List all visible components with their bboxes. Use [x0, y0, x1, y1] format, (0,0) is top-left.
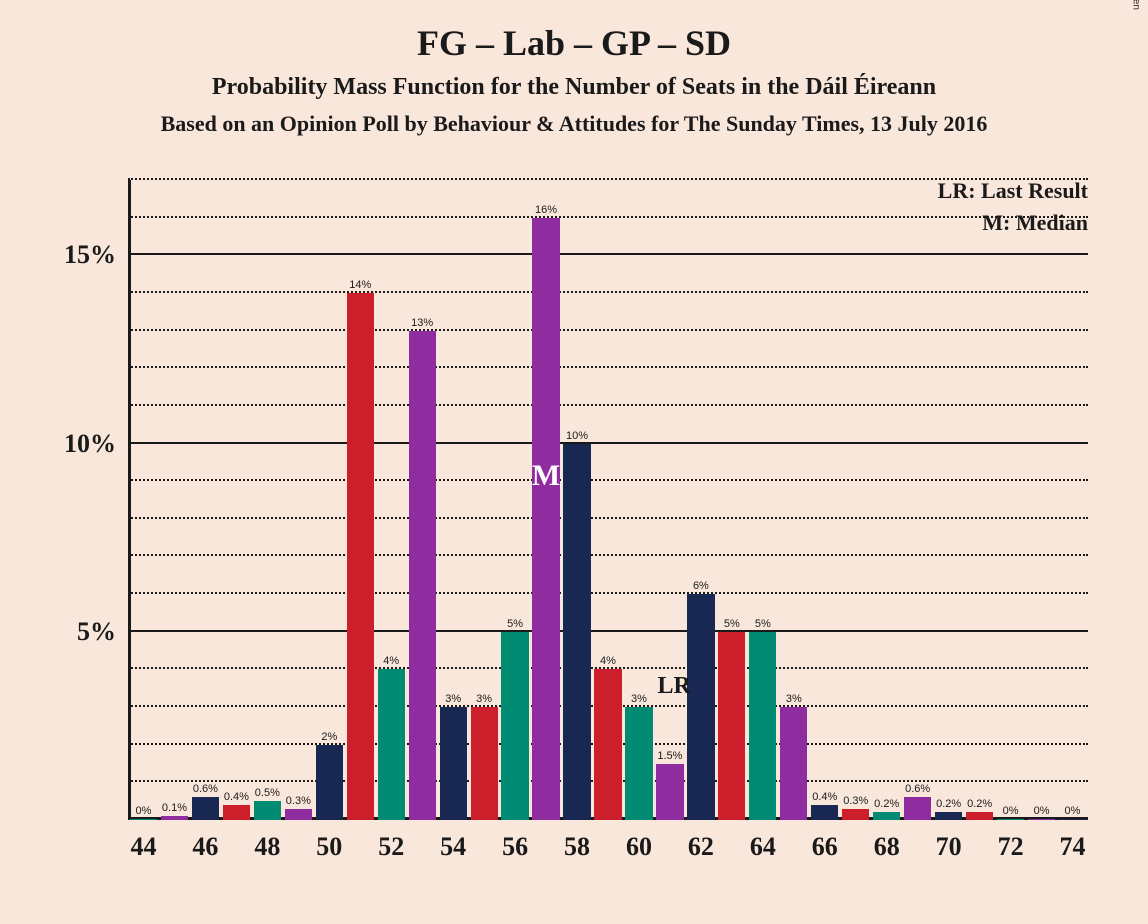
bar-value-label: 5%: [507, 618, 523, 630]
bar: 3%: [625, 707, 652, 820]
bar: 0.4%: [223, 805, 250, 820]
bar: 0.3%: [285, 809, 312, 820]
bar-value-label: 6%: [693, 580, 709, 592]
bar-value-label: 0%: [1065, 805, 1081, 817]
bar-value-label: 0.4%: [812, 791, 837, 803]
chart-subtitle-1: Probability Mass Function for the Number…: [0, 74, 1148, 101]
bar-value-label: 4%: [383, 655, 399, 667]
y-tick-label: 5%: [77, 617, 116, 647]
bar: 3%: [780, 707, 807, 820]
x-tick-label: 58: [564, 832, 590, 862]
bar-value-label: 4%: [600, 655, 616, 667]
bar: 13%: [409, 331, 436, 820]
bar-value-label: 13%: [411, 317, 433, 329]
bars: 0%0.1%0.6%0.4%0.5%0.3%2%14%4%13%3%3%5%16…: [128, 180, 1088, 820]
x-tick-label: 64: [750, 832, 776, 862]
bar: 0.5%: [254, 801, 281, 820]
bar-value-label: 5%: [724, 618, 740, 630]
x-tick-label: 70: [936, 832, 962, 862]
bar: 0%: [997, 819, 1024, 820]
bar-value-label: 2%: [321, 731, 337, 743]
bar: 0%: [1059, 819, 1086, 820]
bar: 16%M: [532, 218, 559, 820]
bar-value-label: 0.6%: [905, 783, 930, 795]
x-tick-label: 48: [254, 832, 280, 862]
x-tick-label: 72: [998, 832, 1024, 862]
bar: 0.6%: [192, 797, 219, 820]
x-tick-label: 68: [874, 832, 900, 862]
title-block: FG – Lab – GP – SD Probability Mass Func…: [0, 0, 1148, 137]
bar-value-label: 3%: [445, 693, 461, 705]
bar: 5%: [501, 632, 528, 820]
bar: 0.3%: [842, 809, 869, 820]
bar-value-label: 3%: [786, 693, 802, 705]
y-tick-label: 15%: [64, 240, 116, 270]
bar-value-label: 0%: [136, 805, 152, 817]
bar-value-label: 5%: [755, 618, 771, 630]
bar: 0.4%: [811, 805, 838, 820]
bar-value-label: 0.3%: [843, 795, 868, 807]
bar: 5%: [749, 632, 776, 820]
chart-subtitle-2: Based on an Opinion Poll by Behaviour & …: [0, 111, 1148, 137]
bar-value-label: 3%: [631, 693, 647, 705]
bar-value-label: 0.1%: [162, 802, 187, 814]
x-tick-label: 52: [378, 832, 404, 862]
x-tick-label: 54: [440, 832, 466, 862]
bar: 14%: [347, 293, 374, 820]
bar: 0%: [1028, 819, 1055, 820]
x-tick-label: 50: [316, 832, 342, 862]
bar-value-label: 0%: [1003, 805, 1019, 817]
bar: 0.6%: [904, 797, 931, 820]
bar: 0.1%: [161, 816, 188, 820]
x-tick-label: 46: [192, 832, 218, 862]
bar: 2%: [316, 745, 343, 820]
chart-container: © 2020 Filip van Laenen FG – Lab – GP – …: [0, 0, 1148, 924]
x-tick-label: 74: [1060, 832, 1086, 862]
x-tick-label: 62: [688, 832, 714, 862]
bar-value-label: 0.2%: [936, 798, 961, 810]
copyright-text: © 2020 Filip van Laenen: [1131, 0, 1142, 10]
x-tick-label: 60: [626, 832, 652, 862]
y-tick-label: 10%: [64, 429, 116, 459]
chart-title: FG – Lab – GP – SD: [0, 22, 1148, 64]
bar: 6%: [687, 594, 714, 820]
lr-marker: LR: [658, 673, 691, 700]
bar-value-label: 10%: [566, 430, 588, 442]
bar: 5%: [718, 632, 745, 820]
bar: 4%: [378, 669, 405, 820]
bar: 0.2%: [873, 812, 900, 820]
bar-value-label: 14%: [349, 279, 371, 291]
bar: 3%: [471, 707, 498, 820]
bar: 0%: [130, 819, 157, 820]
bar: 10%: [563, 444, 590, 820]
bar-value-label: 0%: [1034, 805, 1050, 817]
x-tick-label: 44: [130, 832, 156, 862]
plot-area: 5%10%15% 0%0.1%0.6%0.4%0.5%0.3%2%14%4%13…: [128, 180, 1088, 820]
bar-value-label: 16%: [535, 204, 557, 216]
bar-value-label: 0.6%: [193, 783, 218, 795]
bar: 1.5%: [656, 764, 683, 820]
x-tick-label: 66: [812, 832, 838, 862]
bar-value-label: 0.5%: [255, 787, 280, 799]
x-tick-label: 56: [502, 832, 528, 862]
bar: 0.2%: [935, 812, 962, 820]
bar-value-label: 3%: [476, 693, 492, 705]
bar: 4%: [594, 669, 621, 820]
bar-value-label: 0.4%: [224, 791, 249, 803]
median-marker: M: [532, 459, 560, 493]
bar: 3%: [440, 707, 467, 820]
bar-value-label: 0.2%: [967, 798, 992, 810]
bar-value-label: 1.5%: [657, 750, 682, 762]
bar-value-label: 0.3%: [286, 795, 311, 807]
bar: 0.2%: [966, 812, 993, 820]
bar-value-label: 0.2%: [874, 798, 899, 810]
